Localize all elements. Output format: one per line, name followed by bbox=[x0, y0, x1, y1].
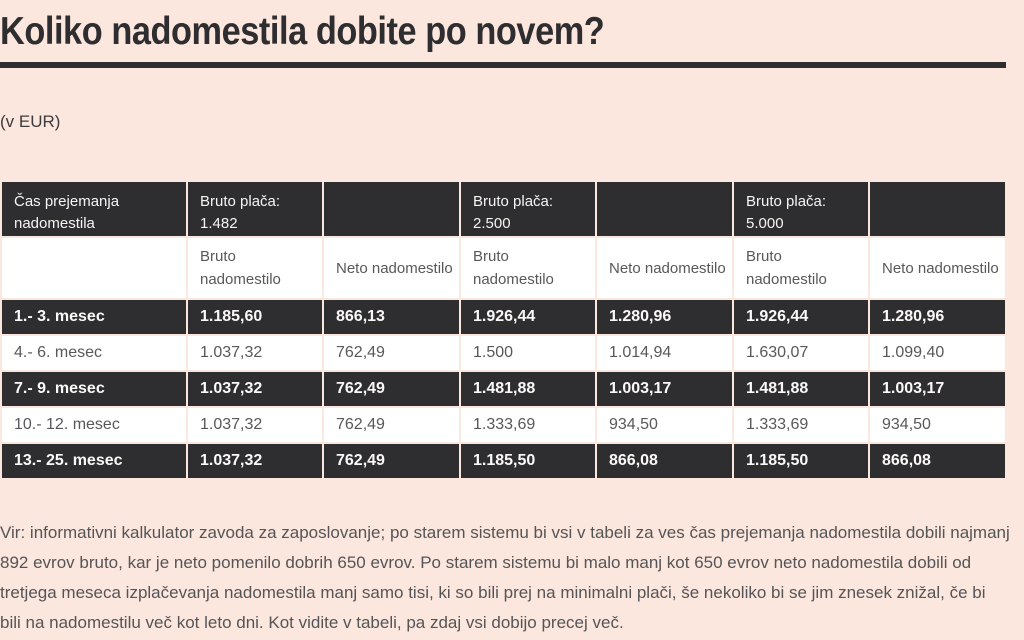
value-cell: 934,50 bbox=[595, 406, 734, 444]
subheader-bruto: Bruto nadomestilo bbox=[732, 236, 870, 300]
period-cell: 13.- 25. mesec bbox=[0, 442, 188, 480]
value-cell: 1.037,32 bbox=[186, 442, 324, 480]
subheader-empty bbox=[0, 236, 188, 300]
title-underline bbox=[0, 62, 1006, 68]
value-cell: 1.037,32 bbox=[186, 406, 324, 444]
benefits-table: Čas prejemanja nadomestila Bruto plača: … bbox=[0, 180, 1007, 480]
period-cell: 1.- 3. mesec bbox=[0, 298, 188, 336]
page-title: Koliko nadomestila dobite po novem? bbox=[0, 10, 605, 53]
table-row: 7.- 9. mesec 1.037,32 762,49 1.481,88 1.… bbox=[0, 370, 1007, 408]
salary-header-spacer bbox=[868, 180, 1007, 238]
period-cell: 7.- 9. mesec bbox=[0, 370, 188, 408]
salary-header-5000: Bruto plača: 5.000 bbox=[732, 180, 870, 238]
value-cell: 1.630,07 bbox=[732, 334, 870, 372]
period-cell: 10.- 12. mesec bbox=[0, 406, 188, 444]
value-cell: 866,08 bbox=[868, 442, 1007, 480]
subheader-neto: Neto nadomestilo bbox=[868, 236, 1007, 300]
value-cell: 1.333,69 bbox=[459, 406, 597, 444]
value-cell: 1.926,44 bbox=[459, 298, 597, 336]
table-row: 1.- 3. mesec 1.185,60 866,13 1.926,44 1.… bbox=[0, 298, 1007, 336]
value-cell: 1.037,32 bbox=[186, 370, 324, 408]
page-container: Koliko nadomestila dobite po novem? (v E… bbox=[0, 8, 1010, 638]
value-cell: 762,49 bbox=[322, 334, 461, 372]
unit-label: (v EUR) bbox=[0, 112, 61, 131]
value-cell: 762,49 bbox=[322, 406, 461, 444]
table-row: 10.- 12. mesec 1.037,32 762,49 1.333,69 … bbox=[0, 406, 1007, 444]
table-row: 13.- 25. mesec 1.037,32 762,49 1.185,50 … bbox=[0, 442, 1007, 480]
salary-header-spacer bbox=[595, 180, 734, 238]
subheader-neto: Neto nadomestilo bbox=[595, 236, 734, 300]
subheader-neto: Neto nadomestilo bbox=[322, 236, 461, 300]
value-cell: 1.926,44 bbox=[732, 298, 870, 336]
table-header-row-sub: Bruto nadomestilo Neto nadomestilo Bruto… bbox=[0, 236, 1007, 300]
value-cell: 866,13 bbox=[322, 298, 461, 336]
value-cell: 934,50 bbox=[868, 406, 1007, 444]
value-cell: 1.099,40 bbox=[868, 334, 1007, 372]
value-cell: 762,49 bbox=[322, 442, 461, 480]
value-cell: 1.280,96 bbox=[868, 298, 1007, 336]
source-note: Vir: informativni kalkulator zavoda za z… bbox=[0, 523, 1010, 632]
value-cell: 1.481,88 bbox=[459, 370, 597, 408]
subheader-bruto: Bruto nadomestilo bbox=[186, 236, 324, 300]
value-cell: 1.500 bbox=[459, 334, 597, 372]
salary-header-2500: Bruto plača: 2.500 bbox=[459, 180, 597, 238]
value-cell: 866,08 bbox=[595, 442, 734, 480]
value-cell: 1.185,50 bbox=[459, 442, 597, 480]
value-cell: 1.014,94 bbox=[595, 334, 734, 372]
corner-header: Čas prejemanja nadomestila bbox=[0, 180, 188, 238]
value-cell: 1.185,50 bbox=[732, 442, 870, 480]
value-cell: 1.003,17 bbox=[868, 370, 1007, 408]
value-cell: 1.003,17 bbox=[595, 370, 734, 408]
table-header-row-main: Čas prejemanja nadomestila Bruto plača: … bbox=[0, 180, 1007, 238]
salary-header-1482: Bruto plača: 1.482 bbox=[186, 180, 324, 238]
subheader-bruto: Bruto nadomestilo bbox=[459, 236, 597, 300]
table-row: 4.- 6. mesec 1.037,32 762,49 1.500 1.014… bbox=[0, 334, 1007, 372]
value-cell: 1.333,69 bbox=[732, 406, 870, 444]
value-cell: 1.185,60 bbox=[186, 298, 324, 336]
value-cell: 1.037,32 bbox=[186, 334, 324, 372]
value-cell: 1.481,88 bbox=[732, 370, 870, 408]
salary-header-spacer bbox=[322, 180, 461, 238]
value-cell: 1.280,96 bbox=[595, 298, 734, 336]
value-cell: 762,49 bbox=[322, 370, 461, 408]
period-cell: 4.- 6. mesec bbox=[0, 334, 188, 372]
